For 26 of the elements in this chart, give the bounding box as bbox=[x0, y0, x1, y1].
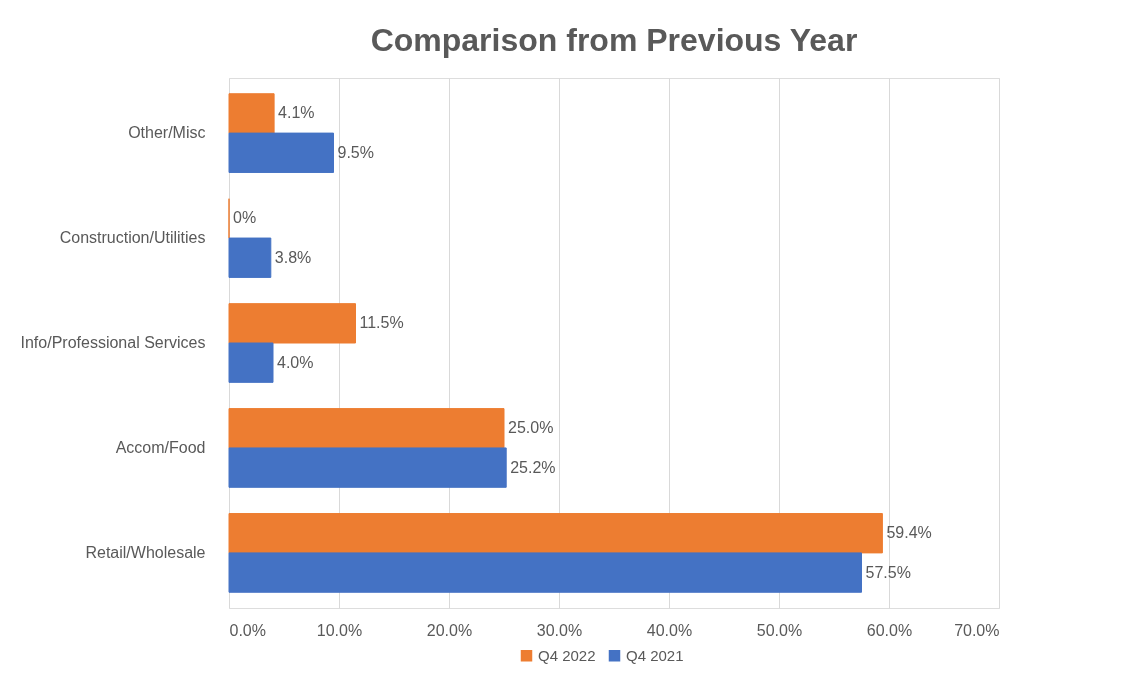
data-label: 9.5% bbox=[337, 143, 374, 161]
x-tick-label: 60.0% bbox=[866, 621, 913, 639]
legend-label: Q4 2022 bbox=[538, 646, 596, 664]
x-tick-label: 10.0% bbox=[316, 621, 363, 639]
data-label: 4.0% bbox=[277, 353, 314, 371]
x-tick-label: 0.0% bbox=[229, 621, 266, 639]
y-tick-label: Accom/Food bbox=[115, 438, 206, 456]
x-tick-label: 40.0% bbox=[646, 621, 693, 639]
data-label: 25.2% bbox=[510, 458, 556, 476]
data-label: 57.5% bbox=[865, 563, 911, 581]
chart-title: Comparison from Previous Year bbox=[370, 22, 858, 58]
data-label: 0% bbox=[233, 209, 257, 227]
data-label: 4.1% bbox=[278, 104, 315, 122]
y-tick-label: Other/Misc bbox=[128, 124, 206, 142]
data-label: 3.8% bbox=[274, 248, 312, 266]
y-tick-label: Info/Professional Services bbox=[20, 334, 206, 351]
y-tick-label: Retail/Wholesale bbox=[85, 543, 206, 561]
x-tick-label: 30.0% bbox=[536, 621, 583, 639]
data-label: 11.5% bbox=[359, 314, 404, 332]
x-tick-label: 70.0% bbox=[954, 621, 1000, 639]
data-label: 59.4% bbox=[886, 524, 932, 542]
y-tick-label: Construction/Utilities bbox=[59, 229, 206, 247]
legend-label: Q4 2021 bbox=[626, 646, 684, 664]
x-tick-label: 20.0% bbox=[426, 621, 473, 639]
x-tick-label: 50.0% bbox=[756, 621, 803, 639]
data-label: 25.0% bbox=[508, 419, 554, 437]
